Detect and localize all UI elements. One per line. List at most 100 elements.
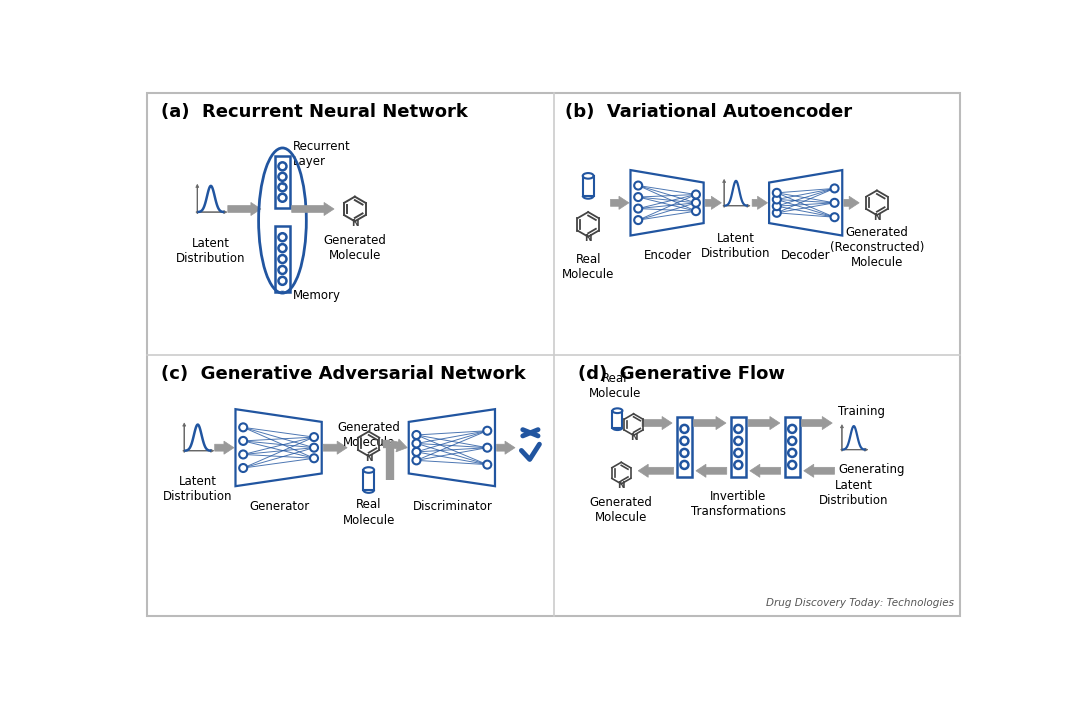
Circle shape [279,233,286,241]
Polygon shape [638,464,674,477]
Ellipse shape [612,409,622,413]
Bar [583,176,594,196]
Text: Generated
Molecule: Generated Molecule [323,234,387,263]
Text: N: N [365,454,373,463]
Text: Invertible
Transformations: Invertible Transformations [691,490,786,518]
Circle shape [310,454,318,462]
Text: Real
Molecule: Real Molecule [342,498,395,526]
Polygon shape [642,416,672,430]
Polygon shape [215,441,234,454]
Text: Generated
Molecule: Generated Molecule [590,496,652,524]
Circle shape [483,427,491,435]
Text: Latent
Distribution: Latent Distribution [819,479,889,508]
Circle shape [279,244,286,252]
Text: Discriminator: Discriminator [413,500,492,513]
Circle shape [279,162,286,171]
Ellipse shape [363,468,374,473]
Circle shape [773,208,781,217]
Bar [274,226,291,292]
Text: Memory: Memory [294,289,341,302]
Circle shape [310,433,318,441]
Circle shape [279,277,286,285]
Polygon shape [748,416,780,430]
Text: (a)  Recurrent Neural Network: (a) Recurrent Neural Network [161,102,468,121]
Polygon shape [841,448,868,451]
Circle shape [734,437,742,445]
Circle shape [680,461,688,469]
Polygon shape [696,464,727,477]
Text: Generating: Generating [838,463,905,476]
Circle shape [279,194,286,201]
Circle shape [831,185,838,192]
Circle shape [239,437,247,445]
Polygon shape [705,197,721,209]
Polygon shape [840,425,843,451]
Circle shape [239,423,247,431]
Circle shape [279,183,286,191]
Circle shape [413,431,420,439]
Text: N: N [351,219,359,228]
Circle shape [773,189,781,197]
Bar [784,417,800,477]
Circle shape [734,449,742,457]
Polygon shape [323,441,347,454]
Circle shape [692,190,700,199]
Text: (b)  Variational Autoencoder: (b) Variational Autoencoder [565,102,852,121]
Circle shape [831,213,838,221]
Bar [677,417,692,477]
Text: Latent
Distribution: Latent Distribution [701,232,771,260]
Circle shape [788,449,796,457]
Circle shape [483,461,491,469]
Bar [363,470,374,490]
Text: N: N [630,433,637,442]
Polygon shape [804,464,835,477]
Text: Decoder: Decoder [781,249,831,262]
Circle shape [680,449,688,457]
Text: Generated
Molecule: Generated Molecule [337,420,400,449]
Polygon shape [843,197,860,209]
Text: Recurrent
Layer: Recurrent Layer [294,140,351,168]
Polygon shape [723,180,726,207]
Polygon shape [723,204,750,207]
Circle shape [734,461,742,469]
Circle shape [279,266,286,274]
Circle shape [279,173,286,181]
Polygon shape [390,439,407,452]
Text: Training: Training [838,406,886,418]
Ellipse shape [583,173,594,179]
Text: Latent
Distribution: Latent Distribution [163,475,232,503]
Polygon shape [750,464,781,477]
Polygon shape [195,185,199,213]
Polygon shape [292,202,334,216]
Polygon shape [197,211,227,213]
Text: Encoder: Encoder [644,249,691,262]
Circle shape [788,437,796,445]
Circle shape [692,207,700,215]
Circle shape [788,461,796,469]
Polygon shape [801,416,833,430]
Circle shape [692,199,700,207]
Circle shape [483,444,491,451]
Circle shape [788,425,796,433]
Circle shape [680,425,688,433]
Text: (c)  Generative Adversarial Network: (c) Generative Adversarial Network [161,364,526,383]
Text: N: N [584,234,592,244]
Circle shape [310,444,318,451]
Circle shape [680,437,688,445]
Polygon shape [228,202,261,216]
Polygon shape [183,423,186,452]
Circle shape [634,193,643,201]
Text: Drug Discovery Today: Technologies: Drug Discovery Today: Technologies [766,598,954,608]
Circle shape [634,204,643,213]
Text: Real
Molecule: Real Molecule [589,372,642,400]
Text: (d)  Generative Flow: (d) Generative Flow [578,364,785,383]
Circle shape [413,448,420,456]
Circle shape [634,216,643,224]
Circle shape [239,464,247,472]
Circle shape [239,451,247,458]
Polygon shape [752,197,768,209]
Circle shape [831,199,838,207]
Circle shape [279,255,286,263]
Polygon shape [610,197,629,209]
Text: Generated
(Reconstructed)
Molecule: Generated (Reconstructed) Molecule [829,226,924,269]
